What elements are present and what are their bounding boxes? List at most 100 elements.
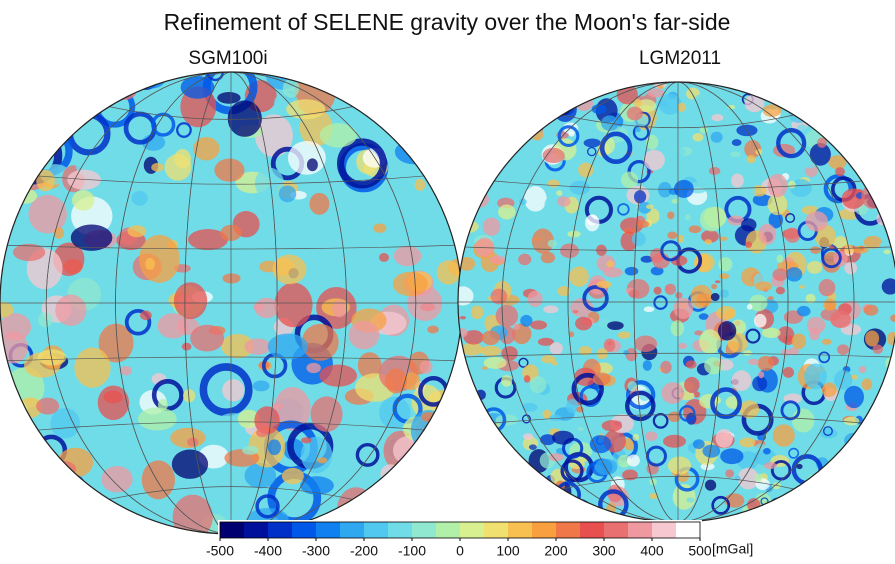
anomaly <box>837 344 849 355</box>
anomaly <box>585 214 599 231</box>
anomaly <box>632 434 639 441</box>
anomaly <box>768 296 774 300</box>
colorbar-segment <box>364 522 389 538</box>
anomaly <box>731 174 744 188</box>
anomaly <box>540 493 548 497</box>
anomaly <box>55 295 86 326</box>
anomaly <box>380 464 400 483</box>
anomaly <box>454 420 467 430</box>
anomaly <box>743 350 752 356</box>
anomaly <box>253 380 270 391</box>
anomaly <box>170 428 205 448</box>
anomaly <box>789 97 796 102</box>
anomaly <box>704 239 711 244</box>
anomaly <box>578 427 584 431</box>
anomaly <box>317 457 327 463</box>
anomaly <box>551 91 565 103</box>
anomaly <box>492 510 502 517</box>
anomaly <box>668 456 691 474</box>
anomaly <box>529 444 537 450</box>
anomaly <box>614 391 621 398</box>
anomaly <box>607 321 624 330</box>
anomaly <box>865 330 879 346</box>
anomaly <box>772 268 788 281</box>
anomaly <box>566 399 578 414</box>
anomaly <box>606 261 614 268</box>
anomaly <box>64 475 85 491</box>
crater-ring <box>807 109 819 121</box>
anomaly <box>214 159 244 182</box>
anomaly <box>643 360 652 371</box>
anomaly <box>876 87 888 100</box>
anomaly <box>667 232 677 240</box>
anomaly <box>332 67 343 76</box>
anomaly <box>502 488 521 507</box>
anomaly <box>552 361 558 366</box>
anomaly <box>542 503 555 513</box>
anomaly <box>755 149 762 155</box>
anomaly <box>675 292 683 298</box>
anomaly <box>781 349 791 356</box>
anomaly <box>841 466 849 472</box>
anomaly <box>629 500 638 507</box>
page: Refinement of SELENE gravity over the Mo… <box>0 0 895 564</box>
anomaly <box>602 420 623 431</box>
anomaly <box>453 168 467 180</box>
anomaly <box>715 280 721 283</box>
anomaly <box>151 163 164 172</box>
anomaly <box>880 180 894 187</box>
colorbar-segment <box>436 522 461 538</box>
anomaly <box>456 220 479 233</box>
anomaly <box>758 356 774 371</box>
anomaly <box>635 127 641 132</box>
anomaly <box>770 498 786 512</box>
colorbar-segment <box>292 522 317 538</box>
crater-ring <box>454 149 467 162</box>
colorbar-segment <box>460 522 485 538</box>
anomaly <box>488 507 497 518</box>
anomaly <box>799 285 804 289</box>
colorbar-tick-label: 0 <box>456 543 464 559</box>
anomaly <box>747 304 753 310</box>
anomaly <box>595 459 617 475</box>
colorbar-segment <box>268 522 293 538</box>
anomaly <box>643 150 665 171</box>
anomaly <box>873 493 891 507</box>
anomaly <box>872 467 892 480</box>
anomaly <box>437 260 461 284</box>
anomaly <box>646 204 654 209</box>
anomaly <box>0 410 29 426</box>
anomaly <box>447 399 470 413</box>
anomaly <box>796 464 802 469</box>
anomaly <box>560 244 579 259</box>
anomaly <box>764 462 777 469</box>
anomaly <box>311 396 343 431</box>
anomaly <box>482 366 488 370</box>
anomaly <box>38 312 53 327</box>
crater-ring <box>569 501 590 522</box>
anomaly <box>673 298 693 319</box>
anomaly <box>26 465 61 502</box>
anomaly <box>818 104 835 114</box>
anomaly <box>711 284 717 289</box>
anomaly <box>844 262 857 275</box>
crater-ring <box>431 506 445 520</box>
crater-ring <box>132 60 159 87</box>
anomaly <box>749 295 767 312</box>
anomaly <box>804 163 815 168</box>
anomaly <box>758 224 776 245</box>
anomaly <box>72 190 95 211</box>
anomaly <box>394 246 421 267</box>
colorbar-unit: [mGal] <box>712 541 753 557</box>
anomaly <box>217 92 240 104</box>
colorbar-segment <box>652 522 677 538</box>
anomaly <box>158 313 189 338</box>
anomaly <box>844 444 857 454</box>
anomaly <box>592 104 607 114</box>
anomaly <box>166 214 176 222</box>
anomaly <box>122 517 140 534</box>
anomaly <box>282 468 304 484</box>
anomaly <box>822 339 832 345</box>
anomaly <box>142 460 175 499</box>
globe <box>0 59 470 540</box>
